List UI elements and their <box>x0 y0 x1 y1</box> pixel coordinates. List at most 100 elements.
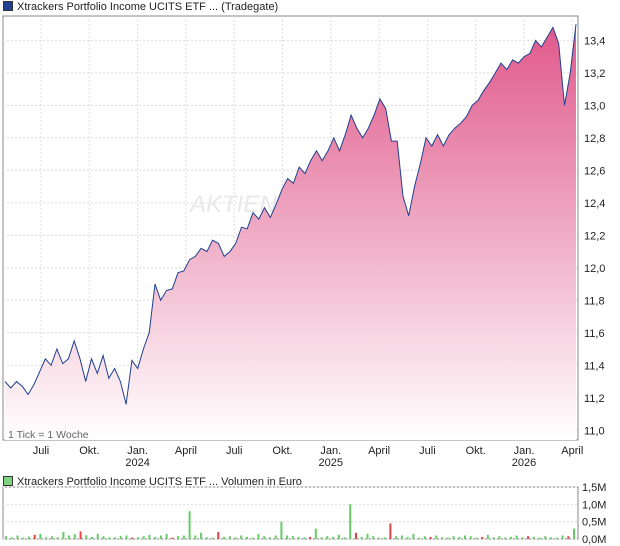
volume-bar <box>527 536 530 539</box>
volume-bar <box>205 537 208 539</box>
price-area <box>5 24 576 440</box>
tick-note: 1 Tick = 1 Woche <box>8 429 89 441</box>
volume-bar <box>441 537 443 539</box>
volume-bar <box>27 536 30 539</box>
price-x-tick-label: Okt. <box>272 445 292 457</box>
volume-bar <box>458 536 461 539</box>
volume-bar <box>320 537 323 539</box>
volume-grid <box>3 486 578 540</box>
volume-bar <box>274 535 277 539</box>
volume-bar <box>263 536 266 539</box>
price-line <box>4 24 577 405</box>
volume-bar <box>475 537 478 539</box>
volume-bar <box>62 532 65 539</box>
volume-bar <box>486 534 489 539</box>
price-y-axis: 11,0 11,2 11,4 11,6 11,8 12,0 12,2 12,4 12,6 12,8… <box>584 35 605 437</box>
volume-bar <box>257 533 260 539</box>
volume-bar <box>555 537 558 539</box>
volume-bar <box>85 535 88 539</box>
volume-bar <box>228 536 231 539</box>
price-x-tick-label: Juli <box>226 445 243 457</box>
volume-bar <box>400 535 403 539</box>
volume-bar <box>165 533 168 539</box>
volume-bar <box>234 537 237 539</box>
volume-bar <box>464 535 466 539</box>
price-y-tick-label: 12,0 <box>584 263 605 275</box>
volume-legend: Xtrackers Portfolio Income UCITS ETF ...… <box>3 476 302 489</box>
volume-bar <box>550 537 553 539</box>
volume-bar <box>469 536 472 539</box>
price-x-tick-year: 2025 <box>319 457 343 469</box>
price-x-tick-label: April <box>175 445 197 457</box>
volume-bar <box>389 523 392 539</box>
price-x-tick-label: Juli <box>33 445 50 457</box>
volume-bar <box>567 536 570 539</box>
price-y-tick-label: 12,4 <box>584 198 605 210</box>
volume-bar <box>297 536 300 539</box>
volume-bar <box>268 537 271 539</box>
volume-bar <box>515 535 518 539</box>
volume-bar <box>33 534 36 539</box>
volume-bar <box>332 536 334 539</box>
volume-bar <box>177 536 180 539</box>
volume-bar <box>446 537 449 539</box>
price-y-tick-label: 11,2 <box>584 393 605 405</box>
volume-bar <box>211 537 214 539</box>
volume-bar <box>16 535 19 539</box>
price-y-tick-label: 13,2 <box>584 68 605 80</box>
volume-bar <box>544 536 547 539</box>
volume-bar <box>418 537 421 539</box>
volume-bar <box>79 531 82 539</box>
volume-bar <box>349 504 352 539</box>
price-legend-swatch <box>3 1 13 11</box>
volume-bar <box>326 536 329 539</box>
volume-bar <box>5 536 7 539</box>
price-y-tick-label: 12,2 <box>584 230 605 242</box>
price-x-tick-label: Okt. <box>466 445 486 457</box>
volume-bar <box>223 536 225 539</box>
price-x-tick-label: April <box>561 445 583 457</box>
volume-bar <box>102 536 105 539</box>
volume-bar <box>314 528 317 539</box>
price-legend-label: Xtrackers Portfolio Income UCITS ETF ...… <box>17 1 279 13</box>
price-y-tick-label: 12,6 <box>584 165 605 177</box>
volume-bar <box>561 535 564 539</box>
price-x-tick-label: Jan. <box>514 445 535 457</box>
volume-bar <box>429 536 432 539</box>
volume-bar <box>154 536 157 539</box>
volume-bar <box>45 537 48 539</box>
volume-y-axis: 1,5M 1,0M 0,5M 0,0M <box>582 482 606 546</box>
volume-bar <box>504 537 507 539</box>
volume-bar <box>182 535 185 539</box>
volume-bar <box>22 537 25 539</box>
volume-bar <box>108 537 111 539</box>
volume-bar <box>498 536 501 539</box>
price-y-tick-label: 11,0 <box>584 425 605 437</box>
volume-bar <box>125 535 128 539</box>
volume-bar <box>532 536 535 539</box>
volume-bar <box>452 536 455 539</box>
volume-legend-label: Xtrackers Portfolio Income UCITS ETF ...… <box>17 476 302 488</box>
price-legend: Xtrackers Portfolio Income UCITS ETF ...… <box>3 1 278 14</box>
volume-bar <box>377 537 380 539</box>
volume-bar <box>119 535 122 539</box>
volume-bar <box>573 528 575 539</box>
price-y-tick-label: 12,8 <box>584 133 605 145</box>
volume-bar <box>521 537 524 539</box>
volume-bar <box>159 535 162 539</box>
volume-bar <box>366 533 369 539</box>
volume-bars <box>5 504 575 539</box>
volume-bar <box>372 536 375 539</box>
volume-bar <box>355 532 357 539</box>
volume-bar <box>309 536 312 539</box>
volume-bar <box>194 535 197 539</box>
volume-bar <box>114 537 116 539</box>
volume-bar <box>200 532 203 539</box>
volume-bar <box>343 537 346 539</box>
volume-bar <box>383 537 386 539</box>
volume-bar <box>492 537 495 539</box>
volume-bar <box>395 536 398 539</box>
price-x-tick-label: Juli <box>419 445 436 457</box>
price-y-tick-label: 11,8 <box>584 295 605 307</box>
